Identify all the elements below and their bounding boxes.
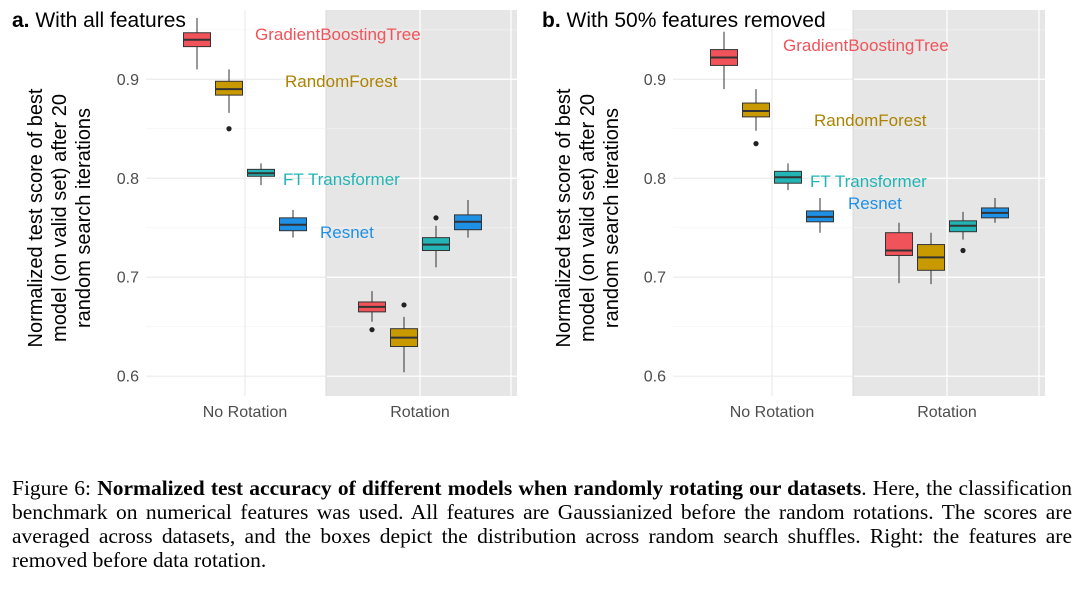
figure-caption: Figure 6: Normalized test accuracy of di… (12, 476, 1072, 572)
panel-title: a. With all features (12, 9, 186, 32)
y-tick-label: 0.8 (644, 171, 666, 188)
x-tick-label: No Rotation (203, 404, 288, 421)
outlier-point (753, 141, 759, 147)
series-label: RandomForest (814, 111, 927, 130)
y-axis-label-line: random search iterations (601, 108, 623, 328)
outlier-point (960, 247, 966, 254)
panel-b: 0.6 0.7 0.8 0.9 No Rotation Rotation GradientB… (542, 9, 1045, 421)
y-tick-label: 0.8 (117, 171, 139, 188)
x-tick-label: Rotation (917, 404, 977, 421)
y-axis-label-line: random search iterations (73, 108, 95, 328)
panel-title: b. With 50% features removed (542, 9, 826, 32)
y-tick-label: 0.6 (117, 369, 139, 386)
outlier-point (401, 302, 407, 308)
panel-letter: a. (12, 9, 30, 32)
series-label: FT Transformer (283, 170, 400, 189)
panel-title-text: With 50% features removed (561, 9, 826, 32)
x-tick-label: Rotation (390, 404, 450, 421)
y-tick-label: 0.7 (644, 270, 666, 287)
rotation-shaded-region (853, 10, 1045, 396)
outlier-point (226, 126, 232, 132)
y-tick-label: 0.6 (644, 369, 666, 386)
outlier-point (369, 327, 375, 333)
x-tick-label: No Rotation (730, 404, 815, 421)
series-label: Resnet (848, 194, 902, 213)
series-label: Resnet (320, 223, 374, 242)
y-tick-label: 0.7 (117, 270, 139, 287)
series-label: GradientBoostingTree (255, 25, 421, 44)
caption-rest: . Here, the classification benchmark on … (12, 476, 1072, 572)
rotation-shaded-region (326, 10, 517, 396)
panel-letter: b. (542, 9, 561, 32)
panel-a: 0.6 0.7 0.8 0.9 No Rotation Rotation GradientB… (12, 9, 517, 421)
y-axis-label-line: Normalized test score of best (553, 88, 575, 347)
series-label: RandomForest (285, 72, 398, 91)
y-axis-label-line: model (on valid set) after 20 (577, 94, 599, 342)
outlier-point (433, 215, 439, 221)
y-axis-label-line: Normalized test score of best (25, 88, 47, 347)
caption-bold: Normalized test accuracy of different mo… (97, 476, 862, 500)
y-tick-label: 0.9 (117, 72, 139, 89)
series-label: GradientBoostingTree (783, 36, 949, 55)
panel-title-text: With all features (30, 9, 186, 32)
y-tick-label: 0.9 (644, 72, 666, 89)
y-axis-label-line: model (on valid set) after 20 (49, 94, 71, 342)
caption-prefix: Figure 6: (12, 476, 98, 500)
series-label: FT Transformer (810, 172, 927, 191)
box-gradientboostingtree (885, 232, 913, 256)
